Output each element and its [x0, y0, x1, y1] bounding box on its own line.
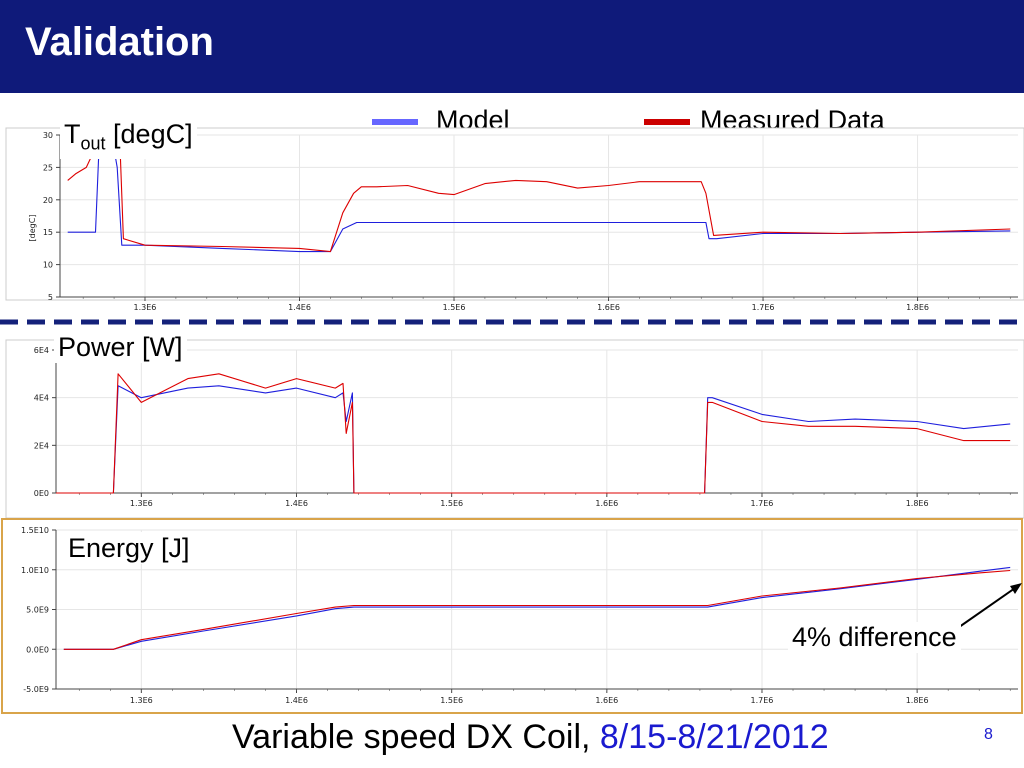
- legend-model-swatch: [372, 119, 418, 125]
- x-tick-label: 1.3E6: [130, 499, 153, 508]
- series-line-measured: [63, 569, 1011, 650]
- y-tick-label: 20: [43, 196, 53, 205]
- power-panel-label: Power [W]: [54, 331, 187, 363]
- y-tick-label: 6E4: [34, 346, 49, 355]
- chart-panel-2: 1.3E6 1.4E6 1.5E6 1.6E6 1.7E6 1.8E6 0E0 2E4 4E4 6…: [5, 339, 1024, 519]
- slide-title: Validation: [25, 20, 214, 64]
- x-tick-label: 1.8E6: [906, 303, 929, 312]
- annotation-arrow-head: [1010, 583, 1022, 594]
- footer-date: 8/15-8/21/2012: [599, 718, 829, 756]
- y-tick-label: 2E4: [34, 441, 49, 450]
- tout-label-main: T: [64, 119, 81, 149]
- x-tick-label: 1.5E6: [440, 499, 463, 508]
- x-tick-label: 1.7E6: [752, 303, 775, 312]
- y-tick-label: 15: [43, 228, 53, 237]
- series-line-measured: [56, 373, 1011, 494]
- chart-frame: [5, 339, 1024, 519]
- x-tick-label: 1.8E6: [906, 696, 929, 705]
- x-tick-label: 1.7E6: [751, 696, 774, 705]
- x-tick-label: 1.3E6: [134, 303, 157, 312]
- page-number: 8: [984, 726, 993, 743]
- legend-measured-swatch: [644, 119, 690, 125]
- series-line-model: [63, 566, 1011, 650]
- tout-label-sub: out: [80, 133, 106, 154]
- x-tick-label: 1.4E6: [285, 696, 308, 705]
- x-tick-label: 1.6E6: [595, 696, 618, 705]
- tout-label-unit: [degC]: [105, 119, 193, 149]
- x-tick-label: 1.6E6: [595, 499, 618, 508]
- energy-panel-label: Energy [J]: [64, 532, 194, 564]
- slide-footer: Variable speed DX Coil, 8/15-8/21/2012: [232, 718, 829, 757]
- footer-text: Variable speed DX Coil,: [232, 718, 600, 756]
- tout-panel-label: Tout [degC]: [60, 118, 197, 160]
- y-tick-label: 1.5E10: [21, 526, 49, 535]
- x-tick-label: 1.3E6: [130, 696, 153, 705]
- difference-annotation: 4% difference: [788, 622, 961, 653]
- x-tick-label: 1.8E6: [906, 499, 929, 508]
- y-tick-label: 5.0E9: [26, 606, 49, 615]
- y-tick-label: -5.0E9: [23, 685, 49, 694]
- x-tick-label: 1.6E6: [597, 303, 620, 312]
- y-axis-label: [degC]: [28, 215, 37, 242]
- y-tick-label: 0.0E0: [26, 645, 49, 654]
- y-tick-label: 1.0E10: [21, 566, 49, 575]
- annotation-arrow-line: [951, 585, 1019, 633]
- y-tick-label: 30: [43, 131, 53, 140]
- x-tick-label: 1.7E6: [751, 499, 774, 508]
- x-tick-label: 1.4E6: [288, 303, 311, 312]
- series-line-model: [67, 148, 1011, 253]
- slide-header: Validation: [0, 0, 1024, 93]
- y-tick-label: 5: [48, 293, 53, 302]
- y-tick-label: 25: [43, 163, 53, 172]
- y-tick-label: 10: [43, 261, 53, 270]
- x-tick-label: 1.5E6: [440, 696, 463, 705]
- x-tick-label: 1.4E6: [285, 499, 308, 508]
- x-tick-label: 1.5E6: [443, 303, 466, 312]
- series-line-model: [56, 385, 1011, 494]
- y-tick-label: 0E0: [34, 489, 49, 498]
- y-tick-label: 4E4: [34, 394, 49, 403]
